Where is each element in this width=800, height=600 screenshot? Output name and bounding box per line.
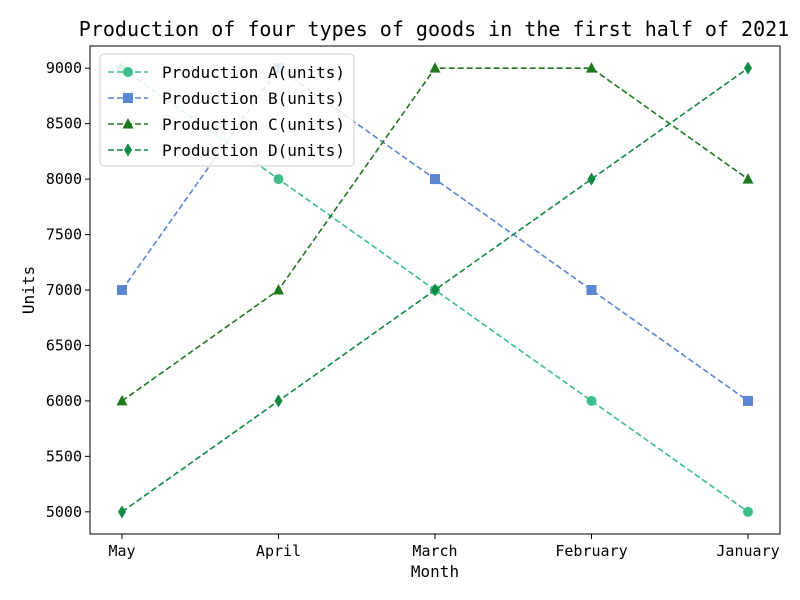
x-tick-label: February bbox=[555, 542, 627, 560]
data-point bbox=[273, 174, 284, 185]
data-point bbox=[586, 285, 597, 295]
data-point bbox=[118, 505, 126, 519]
y-tick-label: 5500 bbox=[46, 447, 82, 465]
y-tick-label: 7000 bbox=[46, 281, 82, 299]
legend-item: Production B(units) bbox=[108, 89, 345, 108]
legend-label: Production A(units) bbox=[162, 63, 345, 82]
legend-label: Production B(units) bbox=[162, 89, 345, 108]
data-point bbox=[743, 395, 753, 406]
data-point bbox=[429, 62, 441, 73]
x-axis-label: Month bbox=[411, 562, 459, 581]
x-tick-label: April bbox=[256, 542, 301, 560]
y-tick-label: 9000 bbox=[46, 59, 82, 77]
legend-item: Production C(units) bbox=[108, 115, 345, 134]
legend-item: Production A(units) bbox=[108, 63, 345, 82]
legend-frame bbox=[99, 53, 355, 167]
legend: Production A(units) Production B(units) Pr… bbox=[99, 53, 355, 167]
y-tick-label: 5000 bbox=[46, 503, 82, 521]
data-point bbox=[430, 174, 440, 185]
y-tick-label: 7500 bbox=[46, 226, 82, 244]
data-point bbox=[744, 61, 752, 75]
data-point bbox=[274, 394, 283, 408]
legend-marker bbox=[124, 143, 132, 157]
series-d bbox=[118, 61, 752, 519]
legend-marker bbox=[122, 118, 134, 129]
y-axis-ticks: 5000 5500 6000 6500 7000 7500 8000 8500 9000 bbox=[46, 59, 90, 521]
y-tick-label: 6000 bbox=[46, 392, 82, 410]
data-point bbox=[586, 62, 597, 73]
chart-title: Production of four types of goods in the… bbox=[79, 17, 789, 41]
data-point bbox=[587, 172, 596, 186]
x-tick-label: January bbox=[716, 542, 779, 560]
y-tick-label: 8500 bbox=[46, 115, 82, 133]
data-point bbox=[742, 173, 754, 184]
data-point bbox=[743, 506, 753, 517]
legend-marker bbox=[123, 93, 133, 103]
x-tick-label: May bbox=[108, 542, 135, 560]
data-point bbox=[273, 284, 284, 295]
y-axis-label: Units bbox=[19, 266, 38, 314]
series-c bbox=[116, 62, 754, 406]
legend-label: Production C(units) bbox=[162, 115, 345, 134]
legend-item: Production D(units) bbox=[108, 141, 345, 160]
data-point bbox=[586, 395, 597, 406]
x-axis-ticks: May April March February January bbox=[108, 534, 780, 560]
y-tick-label: 6500 bbox=[46, 336, 82, 354]
data-point bbox=[431, 283, 439, 297]
x-tick-label: March bbox=[412, 542, 457, 560]
data-point bbox=[116, 394, 128, 406]
data-point bbox=[117, 285, 127, 295]
legend-label: Production D(units) bbox=[162, 141, 345, 160]
y-tick-label: 8000 bbox=[46, 170, 82, 188]
legend-marker bbox=[123, 67, 133, 77]
